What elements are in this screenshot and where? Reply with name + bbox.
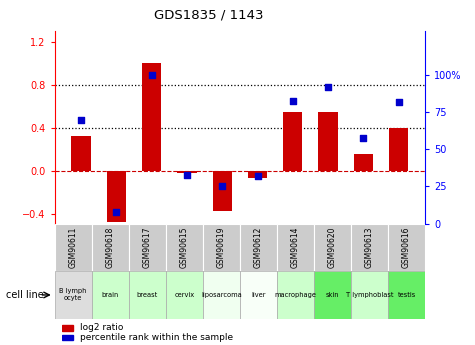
- Bar: [314, 224, 351, 271]
- Text: brain: brain: [102, 292, 119, 298]
- Bar: [129, 271, 166, 319]
- Bar: [277, 271, 314, 319]
- Bar: [212, 170, 232, 211]
- Text: GSM90620: GSM90620: [328, 227, 337, 268]
- Text: macrophage: macrophage: [275, 292, 316, 298]
- Text: skin: skin: [326, 292, 339, 298]
- Point: [113, 209, 120, 215]
- Bar: [353, 155, 373, 170]
- Bar: [240, 271, 277, 319]
- Point: [218, 184, 226, 189]
- Bar: [55, 224, 92, 271]
- Point: [77, 117, 85, 122]
- Bar: [107, 170, 126, 222]
- Text: GSM90612: GSM90612: [254, 227, 263, 268]
- Bar: [71, 136, 91, 170]
- Text: cervix: cervix: [174, 292, 194, 298]
- Bar: [318, 111, 338, 170]
- Text: cell line: cell line: [6, 290, 43, 300]
- Bar: [248, 170, 267, 178]
- Point: [395, 99, 402, 105]
- Bar: [55, 271, 92, 319]
- Text: GSM90611: GSM90611: [69, 227, 77, 268]
- Bar: [351, 224, 388, 271]
- Bar: [203, 224, 240, 271]
- Text: percentile rank within the sample: percentile rank within the sample: [80, 333, 233, 342]
- Text: GSM90617: GSM90617: [143, 227, 152, 268]
- Bar: [166, 224, 203, 271]
- Point: [360, 135, 367, 140]
- Text: GSM90614: GSM90614: [291, 227, 300, 268]
- Bar: [389, 128, 408, 170]
- Bar: [142, 63, 162, 170]
- Bar: [92, 224, 129, 271]
- Bar: [129, 224, 166, 271]
- Bar: [203, 271, 240, 319]
- Bar: [166, 271, 203, 319]
- Text: B lymph
ocyte: B lymph ocyte: [59, 288, 87, 302]
- Text: GSM90618: GSM90618: [106, 227, 114, 268]
- Text: liver: liver: [251, 292, 266, 298]
- Text: testis: testis: [398, 292, 416, 298]
- Point: [183, 172, 191, 177]
- Bar: [388, 271, 425, 319]
- Point: [324, 85, 332, 90]
- Bar: [277, 224, 314, 271]
- Bar: [62, 335, 73, 341]
- Text: T lymphoblast: T lymphoblast: [346, 292, 393, 298]
- Bar: [177, 170, 197, 173]
- Bar: [388, 224, 425, 271]
- Text: GSM90619: GSM90619: [217, 227, 226, 268]
- Point: [148, 73, 155, 78]
- Text: breast: breast: [137, 292, 158, 298]
- Bar: [62, 325, 73, 331]
- Bar: [283, 111, 303, 170]
- Text: log2 ratio: log2 ratio: [80, 323, 124, 332]
- Text: GSM90616: GSM90616: [402, 227, 411, 268]
- Text: liposarcoma: liposarcoma: [201, 292, 242, 298]
- Point: [254, 174, 261, 179]
- Point: [289, 98, 296, 104]
- Text: GDS1835 / 1143: GDS1835 / 1143: [154, 9, 264, 22]
- Bar: [92, 271, 129, 319]
- Text: GSM90615: GSM90615: [180, 227, 189, 268]
- Bar: [351, 271, 388, 319]
- Bar: [314, 271, 351, 319]
- Bar: [240, 224, 277, 271]
- Text: GSM90613: GSM90613: [365, 227, 374, 268]
